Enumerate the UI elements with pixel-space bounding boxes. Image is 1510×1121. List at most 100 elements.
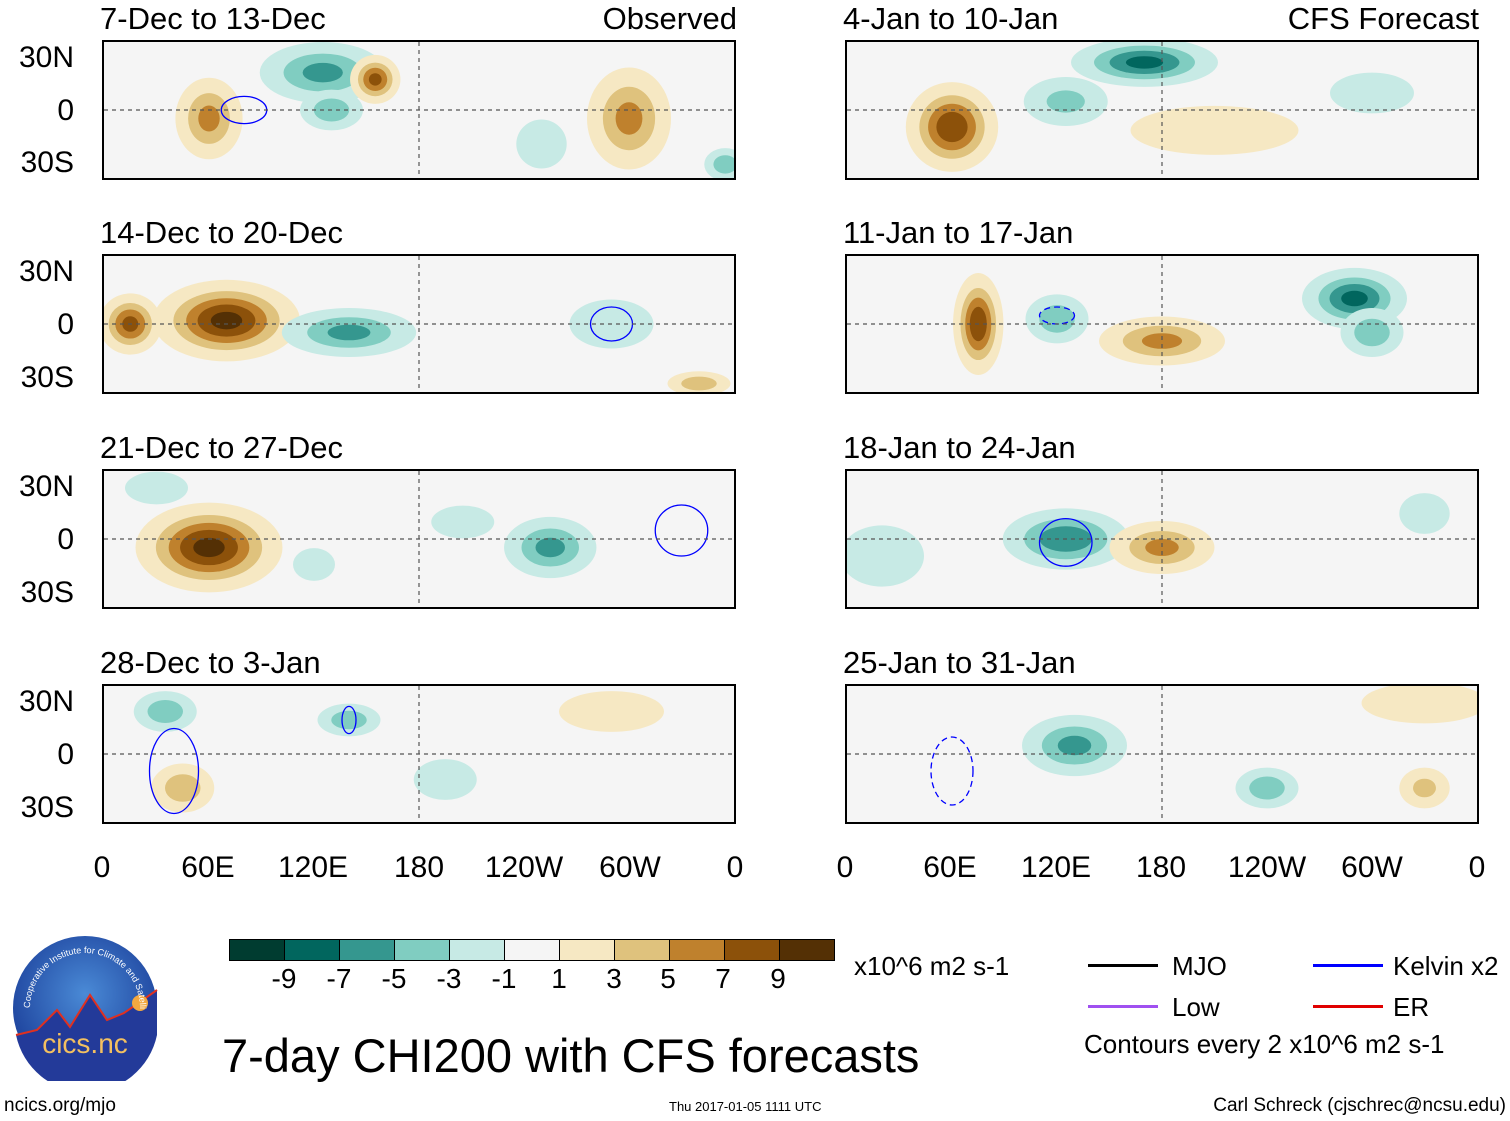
contour-fill [198,105,220,132]
lon-label: 60E [181,851,235,884]
contour-fill [1046,90,1085,113]
contour-fill [713,155,734,174]
panel-tag-forecast: CFS Forecast [1287,1,1479,36]
lat-label: 30N [18,41,74,74]
contour-fill [1145,539,1179,556]
contour-fill [681,376,717,391]
contour-fill [847,525,924,587]
lon-label: 180 [1135,851,1187,884]
negative-anomaly [1340,308,1404,357]
positive-anomaly [350,54,401,104]
panel-title: 7-Dec to 13-Dec [100,1,326,36]
positive-anomaly [905,82,999,172]
contour-fill [331,710,367,730]
panel-title: 11-Jan to 17-Jan [843,215,1074,250]
colorbar-label: 1 [551,963,567,994]
negative-anomaly [1071,42,1218,87]
contour-fill [165,774,201,802]
colorbar-label: -1 [491,963,517,994]
map-panel [102,684,736,824]
colorbar-label: 5 [660,963,676,994]
contour-fill [210,311,243,330]
positive-anomaly [1099,316,1225,366]
contour-fill [516,119,567,169]
panel-title: 18-Jan to 24-Jan [843,430,1076,465]
positive-anomaly [1399,767,1450,809]
negative-anomaly [293,548,335,581]
contour-fill [1341,290,1368,307]
contour-fill [1249,776,1285,800]
negative-anomaly [847,525,924,587]
colorbar-units: x10^6 m2 s-1 [854,951,1010,981]
negative-anomaly [1025,294,1089,344]
negative-anomaly [1235,767,1299,809]
footer-timestamp: Thu 2017-01-05 1111 UTC [669,1099,822,1114]
kelvin-contour [342,706,356,733]
anomaly-field [104,256,734,392]
legend-label: Low [1172,992,1220,1022]
lat-label: 30S [20,146,74,179]
map-panel [102,469,736,609]
colorbar-swatch [559,939,615,961]
panel-title: 28-Dec to 3-Jan [100,645,321,680]
colorbar-label: 7 [715,963,731,994]
contour-fill [1354,318,1390,347]
lon-label: 120W [484,851,564,884]
lat-label: 0 [57,523,74,556]
lat-label: 0 [57,738,74,771]
positive-anomaly [1361,686,1477,724]
colorbar-swatch [504,939,560,961]
colorbar-swatch [284,939,340,961]
lat-label: 0 [57,308,74,341]
cics-logo: Cooperative Institute for Climate and Sa… [9,927,158,1093]
positive-anomaly [1130,105,1299,155]
negative-anomaly [516,119,567,169]
negative-anomaly [1330,72,1414,114]
colorbar-swatch [449,939,505,961]
panel-title: 21-Dec to 27-Dec [100,430,343,465]
footer-credit: Carl Schreck (cjschrec@ncsu.edu) [1213,1095,1506,1116]
legend-line-er [1313,1005,1383,1008]
contour-fill [125,471,188,505]
lat-label: 0 [57,94,74,127]
panel-title: 14-Dec to 20-Dec [100,215,343,250]
kelvin-contour [931,737,973,805]
contour-fill [1141,333,1183,349]
contour-fill [1130,105,1299,155]
lon-label: 120E [1020,851,1092,884]
contour-fill [936,111,968,143]
footer-url[interactable]: ncics.org/mjo [4,1095,116,1116]
lon-label: 0 [836,851,854,884]
svg-text:cics.nc: cics.nc [42,1028,128,1059]
contour-fill [147,700,183,723]
contour-note: Contours every 2 x10^6 m2 s-1 [1084,1029,1445,1059]
negative-anomaly [133,691,197,732]
lon-label: 60W [1341,851,1403,884]
negative-anomaly [281,308,417,357]
lat-label: 30N [18,255,74,288]
anomaly-field [847,471,1477,607]
legend-label: ER [1393,992,1430,1022]
map-panel [845,469,1479,609]
colorbar-label: -5 [381,963,407,994]
contour-fill [559,691,664,732]
anomaly-field [104,42,734,178]
anomaly-field [847,686,1477,822]
negative-anomaly [504,516,597,579]
lat-label: 30S [20,361,74,394]
legend-label: Kelvin x2 [1393,951,1499,981]
positive-anomaly [151,763,215,813]
anomaly-field [847,42,1477,178]
contour-fill [1330,72,1414,114]
negative-anomaly [1022,714,1127,777]
negative-anomaly [431,505,495,539]
positive-anomaly [587,67,671,170]
lat-label: 30N [18,685,74,718]
colorbar-swatch [669,939,725,961]
legend-line-mjo [1088,964,1158,967]
lon-label: 180 [393,851,445,884]
contour-fill [1125,56,1164,69]
contour-fill [615,102,643,135]
contour-fill [293,548,335,581]
